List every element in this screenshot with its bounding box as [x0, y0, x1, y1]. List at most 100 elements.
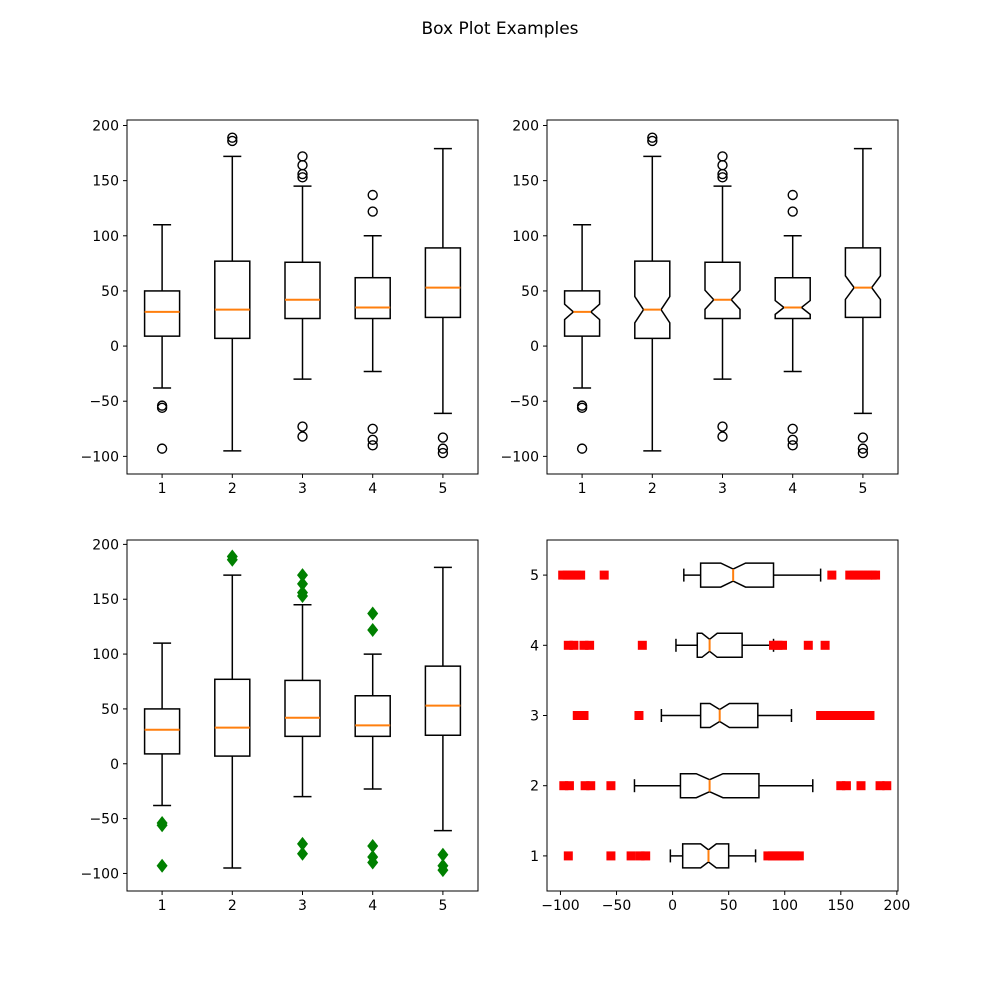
- flier-circle: [787, 440, 798, 451]
- figure-title: Box Plot Examples: [421, 19, 579, 39]
- box-group: [563, 632, 830, 659]
- x-tick-label: 4: [368, 898, 377, 914]
- flier-circle: [787, 434, 798, 446]
- flier-circle: [227, 132, 238, 143]
- flier-diamond: [367, 855, 379, 870]
- y-tick-label: 0: [110, 757, 119, 773]
- flier-square: [559, 781, 569, 791]
- flier-diamond: [156, 818, 168, 833]
- flier-square: [599, 570, 609, 580]
- x-tick-label: 3: [298, 898, 307, 914]
- notched-box: [774, 276, 811, 320]
- x-tick-label: −100: [541, 898, 579, 914]
- y-tick-label: 200: [92, 537, 119, 553]
- flier-square: [579, 640, 589, 650]
- box: [424, 247, 462, 319]
- x-tick-label: 1: [158, 481, 167, 497]
- x-tick-label: 5: [858, 481, 867, 497]
- box-group: [634, 132, 671, 452]
- flier-square: [794, 851, 804, 861]
- box-group: [774, 189, 811, 451]
- box-group: [844, 147, 882, 459]
- flier-square: [563, 640, 573, 650]
- flier-square: [564, 781, 574, 791]
- flier-circle: [717, 421, 728, 432]
- box-group: [559, 772, 892, 799]
- box-group: [214, 132, 251, 452]
- flier-square: [580, 781, 590, 791]
- flier-circle: [437, 432, 449, 443]
- box-group: [143, 642, 181, 873]
- box: [284, 261, 321, 320]
- box: [214, 260, 251, 340]
- flier-square: [803, 640, 813, 650]
- y-tick-label: 100: [512, 229, 539, 245]
- subplot-boxplot-notched: −100 −50 0 50 100 150 200 1 2 3 4 5: [501, 119, 899, 497]
- box-group: [354, 189, 391, 451]
- notched-box: [563, 290, 601, 337]
- flier-circle: [367, 206, 378, 217]
- y-tick-label: 200: [512, 119, 539, 135]
- flier-diamond: [437, 847, 449, 862]
- y-tick-label: 3: [530, 709, 539, 725]
- y-tick-label: −100: [501, 449, 539, 465]
- flier-circle: [857, 432, 869, 443]
- flier-square: [635, 851, 645, 861]
- x-tick-label: 200: [884, 898, 911, 914]
- x-tick-label: 5: [438, 481, 447, 497]
- flier-square: [576, 570, 586, 580]
- flier-square: [871, 570, 881, 580]
- x-tick-label: 3: [298, 481, 307, 497]
- flier-square: [882, 781, 892, 791]
- x-tick-label: 2: [228, 898, 237, 914]
- notched-box: [681, 843, 730, 869]
- flier-square: [856, 711, 866, 720]
- y-tick-label: 0: [530, 339, 539, 355]
- subplot-boxplot-basic: −100 −50 0 50 100 150 200 1 2 3 4 5: [81, 119, 479, 497]
- y-tick-label: 150: [92, 592, 119, 608]
- flier-square: [634, 711, 644, 720]
- x-tick-label: 1: [578, 481, 587, 497]
- flier-square: [579, 711, 589, 720]
- flier-circle: [297, 172, 308, 183]
- y-tick-label: −100: [81, 866, 119, 882]
- flier-square: [585, 640, 595, 650]
- flier-square: [569, 640, 579, 650]
- y-tick-label: 150: [92, 174, 119, 190]
- box-group: [143, 224, 181, 454]
- y-tick-label: −50: [89, 812, 119, 828]
- box-group: [704, 151, 741, 442]
- x-tick-label: 4: [788, 481, 797, 497]
- flier-square: [572, 711, 582, 720]
- x-tick-label: 1: [158, 898, 167, 914]
- flier-diamond: [437, 863, 449, 878]
- flier-square: [777, 640, 787, 650]
- flier-square: [836, 781, 846, 791]
- y-tick-label: 150: [512, 174, 539, 190]
- flier-circle: [367, 434, 378, 446]
- box: [143, 290, 181, 337]
- flier-circle: [367, 189, 378, 201]
- box-group: [214, 549, 251, 869]
- flier-diamond: [367, 622, 379, 637]
- box: [143, 708, 181, 755]
- flier-circle: [297, 151, 308, 162]
- flier-circle: [576, 443, 588, 454]
- flier-square: [606, 851, 616, 861]
- y-tick-label: 100: [92, 647, 119, 663]
- flier-circle: [787, 423, 798, 434]
- box-group: [354, 606, 391, 870]
- y-tick-label: −50: [509, 394, 539, 410]
- box: [354, 695, 391, 738]
- flier-circle: [437, 443, 449, 454]
- flier-circle: [857, 447, 869, 459]
- flier-circle: [227, 135, 238, 147]
- flier-diamond: [367, 839, 379, 854]
- y-tick-label: 50: [101, 284, 119, 300]
- flier-circle: [297, 431, 308, 442]
- x-tick-label: 150: [827, 898, 854, 914]
- flier-circle: [576, 402, 588, 414]
- subplot-boxplot-diamond-fliers: −100 −50 0 50 100 150 200 1 2 3 4 5: [81, 537, 479, 914]
- flier-square: [875, 781, 885, 791]
